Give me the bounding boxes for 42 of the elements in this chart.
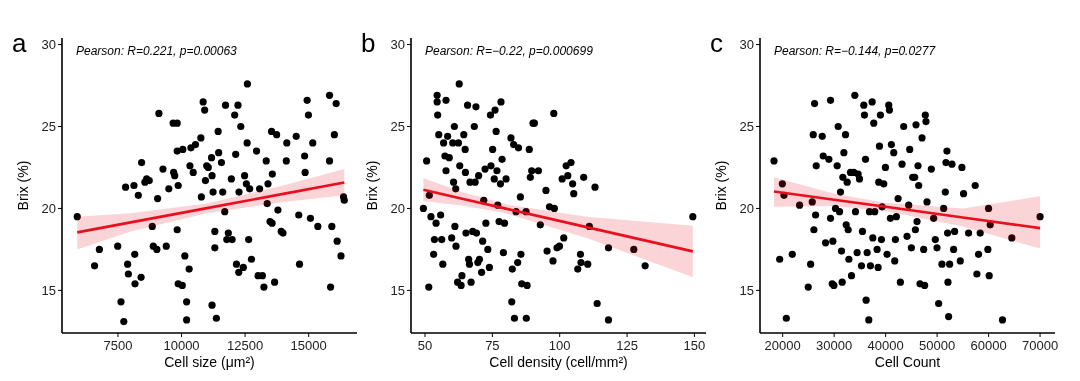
x-axis-title: Cell density (cell/mm²) [489, 354, 628, 370]
y-tick-label: 30 [41, 37, 56, 53]
y-tick-label: 25 [41, 119, 56, 134]
annotation: Pearson: R=0.221, p=0.00063 [76, 44, 238, 58]
y-tick-label: 15 [390, 282, 405, 298]
x-tick-label: 7500 [103, 338, 133, 353]
y-tick-label: 20 [390, 200, 405, 216]
y-tick-label: 15 [739, 282, 754, 298]
x-tick-label: 150 [683, 338, 706, 353]
x-tick-label: 15000 [290, 338, 327, 353]
y-axis-title: Brix (%) [15, 160, 31, 211]
x-tick-label: 60000 [970, 338, 1007, 353]
x-tick-label: 125 [616, 338, 638, 353]
line-series [772, 190, 1042, 230]
x-tick-label: 12500 [227, 338, 264, 353]
y-tick-label: 25 [390, 119, 405, 134]
x-tick-label: 20000 [764, 338, 801, 353]
x-tick-label: 50000 [919, 338, 956, 353]
x-axis-title: Cell size (μm²) [164, 354, 255, 370]
y-tick-label: 30 [390, 37, 405, 53]
x-tick-label: 50 [417, 338, 433, 353]
x-axis-title: Cell Count [874, 354, 941, 370]
x-tick-label: 10000 [163, 338, 200, 353]
x-tick-label: 75 [485, 338, 500, 353]
y-tick-label: 30 [739, 37, 754, 53]
y-tick-label: 20 [739, 200, 754, 216]
annotation: Pearson: R=−0.22, p=0.000699 [425, 44, 594, 58]
line-series [422, 188, 695, 253]
x-tick-label: 30000 [816, 338, 853, 353]
line-series [75, 181, 346, 234]
text: c [710, 28, 723, 58]
y-axis-title: Brix (%) [713, 160, 729, 211]
x-tick-label: 40000 [867, 338, 904, 353]
x-tick-label: 100 [548, 338, 571, 353]
x-tick-label: 70000 [1021, 338, 1059, 353]
y-tick-label: 15 [41, 282, 56, 298]
y-tick-label: 20 [41, 200, 56, 216]
y-tick-label: 25 [739, 119, 754, 134]
text: b [361, 28, 376, 58]
text: a [12, 28, 27, 58]
y-axis-title: Brix (%) [364, 160, 380, 211]
annotation: Pearson: R=−0.144, p=0.0277 [774, 44, 937, 58]
